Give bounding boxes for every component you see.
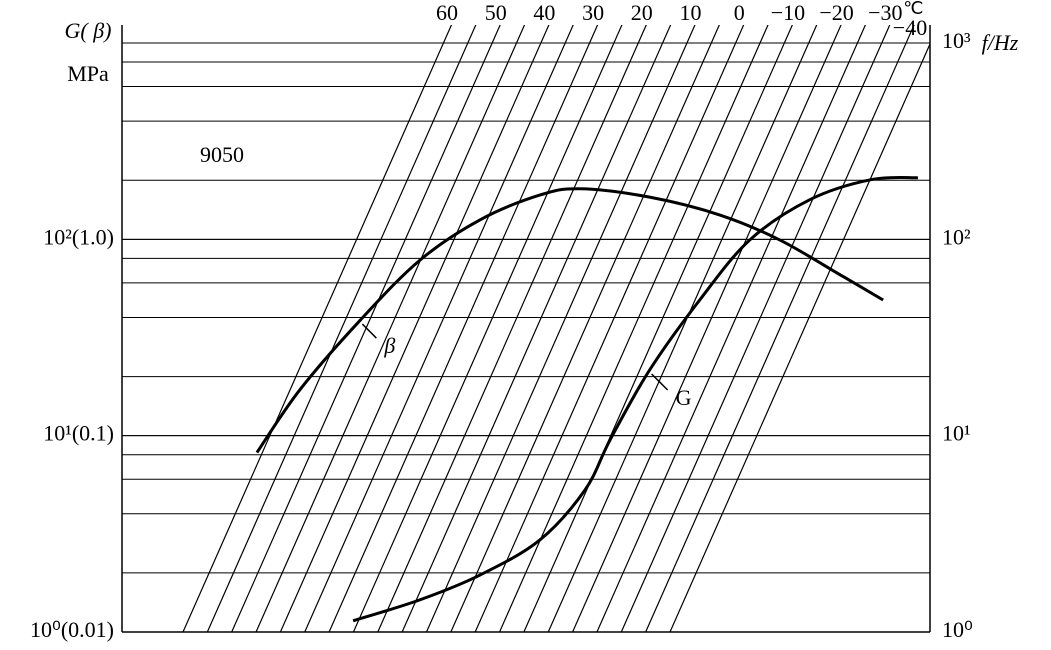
isotherm-label: −30 xyxy=(868,0,902,25)
isotherm xyxy=(620,25,891,632)
isotherm-label: 50 xyxy=(485,0,507,25)
isotherm-minor xyxy=(304,25,574,632)
isotherm-minor xyxy=(596,25,867,632)
isotherm xyxy=(377,25,647,632)
isotherm-minor xyxy=(401,25,672,632)
isotherm xyxy=(328,25,599,632)
curve-label: G xyxy=(676,385,692,410)
y-axis-label: G( β) xyxy=(65,18,112,43)
isotherm xyxy=(279,25,550,632)
leader-line xyxy=(651,373,669,391)
isotherm-minor xyxy=(206,25,477,632)
y-tick-label: 10⁰(0.01) xyxy=(30,617,114,642)
isotherm-minor xyxy=(547,25,818,632)
isotherm xyxy=(231,25,501,632)
y2-tick-label: 10³ xyxy=(942,28,971,53)
isotherm-label: −10 xyxy=(771,0,805,25)
annotation: 9050 xyxy=(200,142,244,167)
isotherm-label: 20 xyxy=(631,0,653,25)
leader-line xyxy=(361,323,377,339)
curve xyxy=(255,187,884,454)
isotherm-label: −40 xyxy=(893,15,927,40)
isotherm-minor xyxy=(645,25,915,632)
isotherm-label: 0 xyxy=(734,0,745,25)
isotherm-unit: ℃ xyxy=(903,0,923,18)
y2-tick-label: 10¹ xyxy=(942,421,971,446)
y2-tick-label: 10² xyxy=(942,224,971,249)
isotherm xyxy=(669,42,930,632)
y-tick-label: 10²(1.0) xyxy=(43,224,114,249)
y-axis-unit: MPa xyxy=(67,61,109,86)
isotherm xyxy=(182,25,453,632)
y2-axis-label: f/Hz xyxy=(982,30,1019,55)
isotherm-label: 60 xyxy=(436,0,458,25)
curve-label: β xyxy=(383,333,395,358)
curve xyxy=(352,176,918,623)
isotherm-minor xyxy=(450,25,720,632)
y-tick-label: 10¹(0.1) xyxy=(43,421,114,446)
isotherm-label: −20 xyxy=(819,0,853,25)
isotherm-group xyxy=(182,25,930,632)
isotherm-minor xyxy=(352,25,623,632)
isotherm xyxy=(523,25,793,632)
isotherm-label: 10 xyxy=(680,0,702,25)
isotherm-minor xyxy=(255,25,526,632)
isotherm xyxy=(572,25,842,632)
isotherm-label: 40 xyxy=(533,0,555,25)
isotherm-label: 30 xyxy=(582,0,604,25)
isotherm xyxy=(425,25,696,632)
isotherm xyxy=(474,25,745,632)
isotherm-minor xyxy=(499,25,769,632)
y2-tick-label: 10⁰ xyxy=(942,617,973,642)
